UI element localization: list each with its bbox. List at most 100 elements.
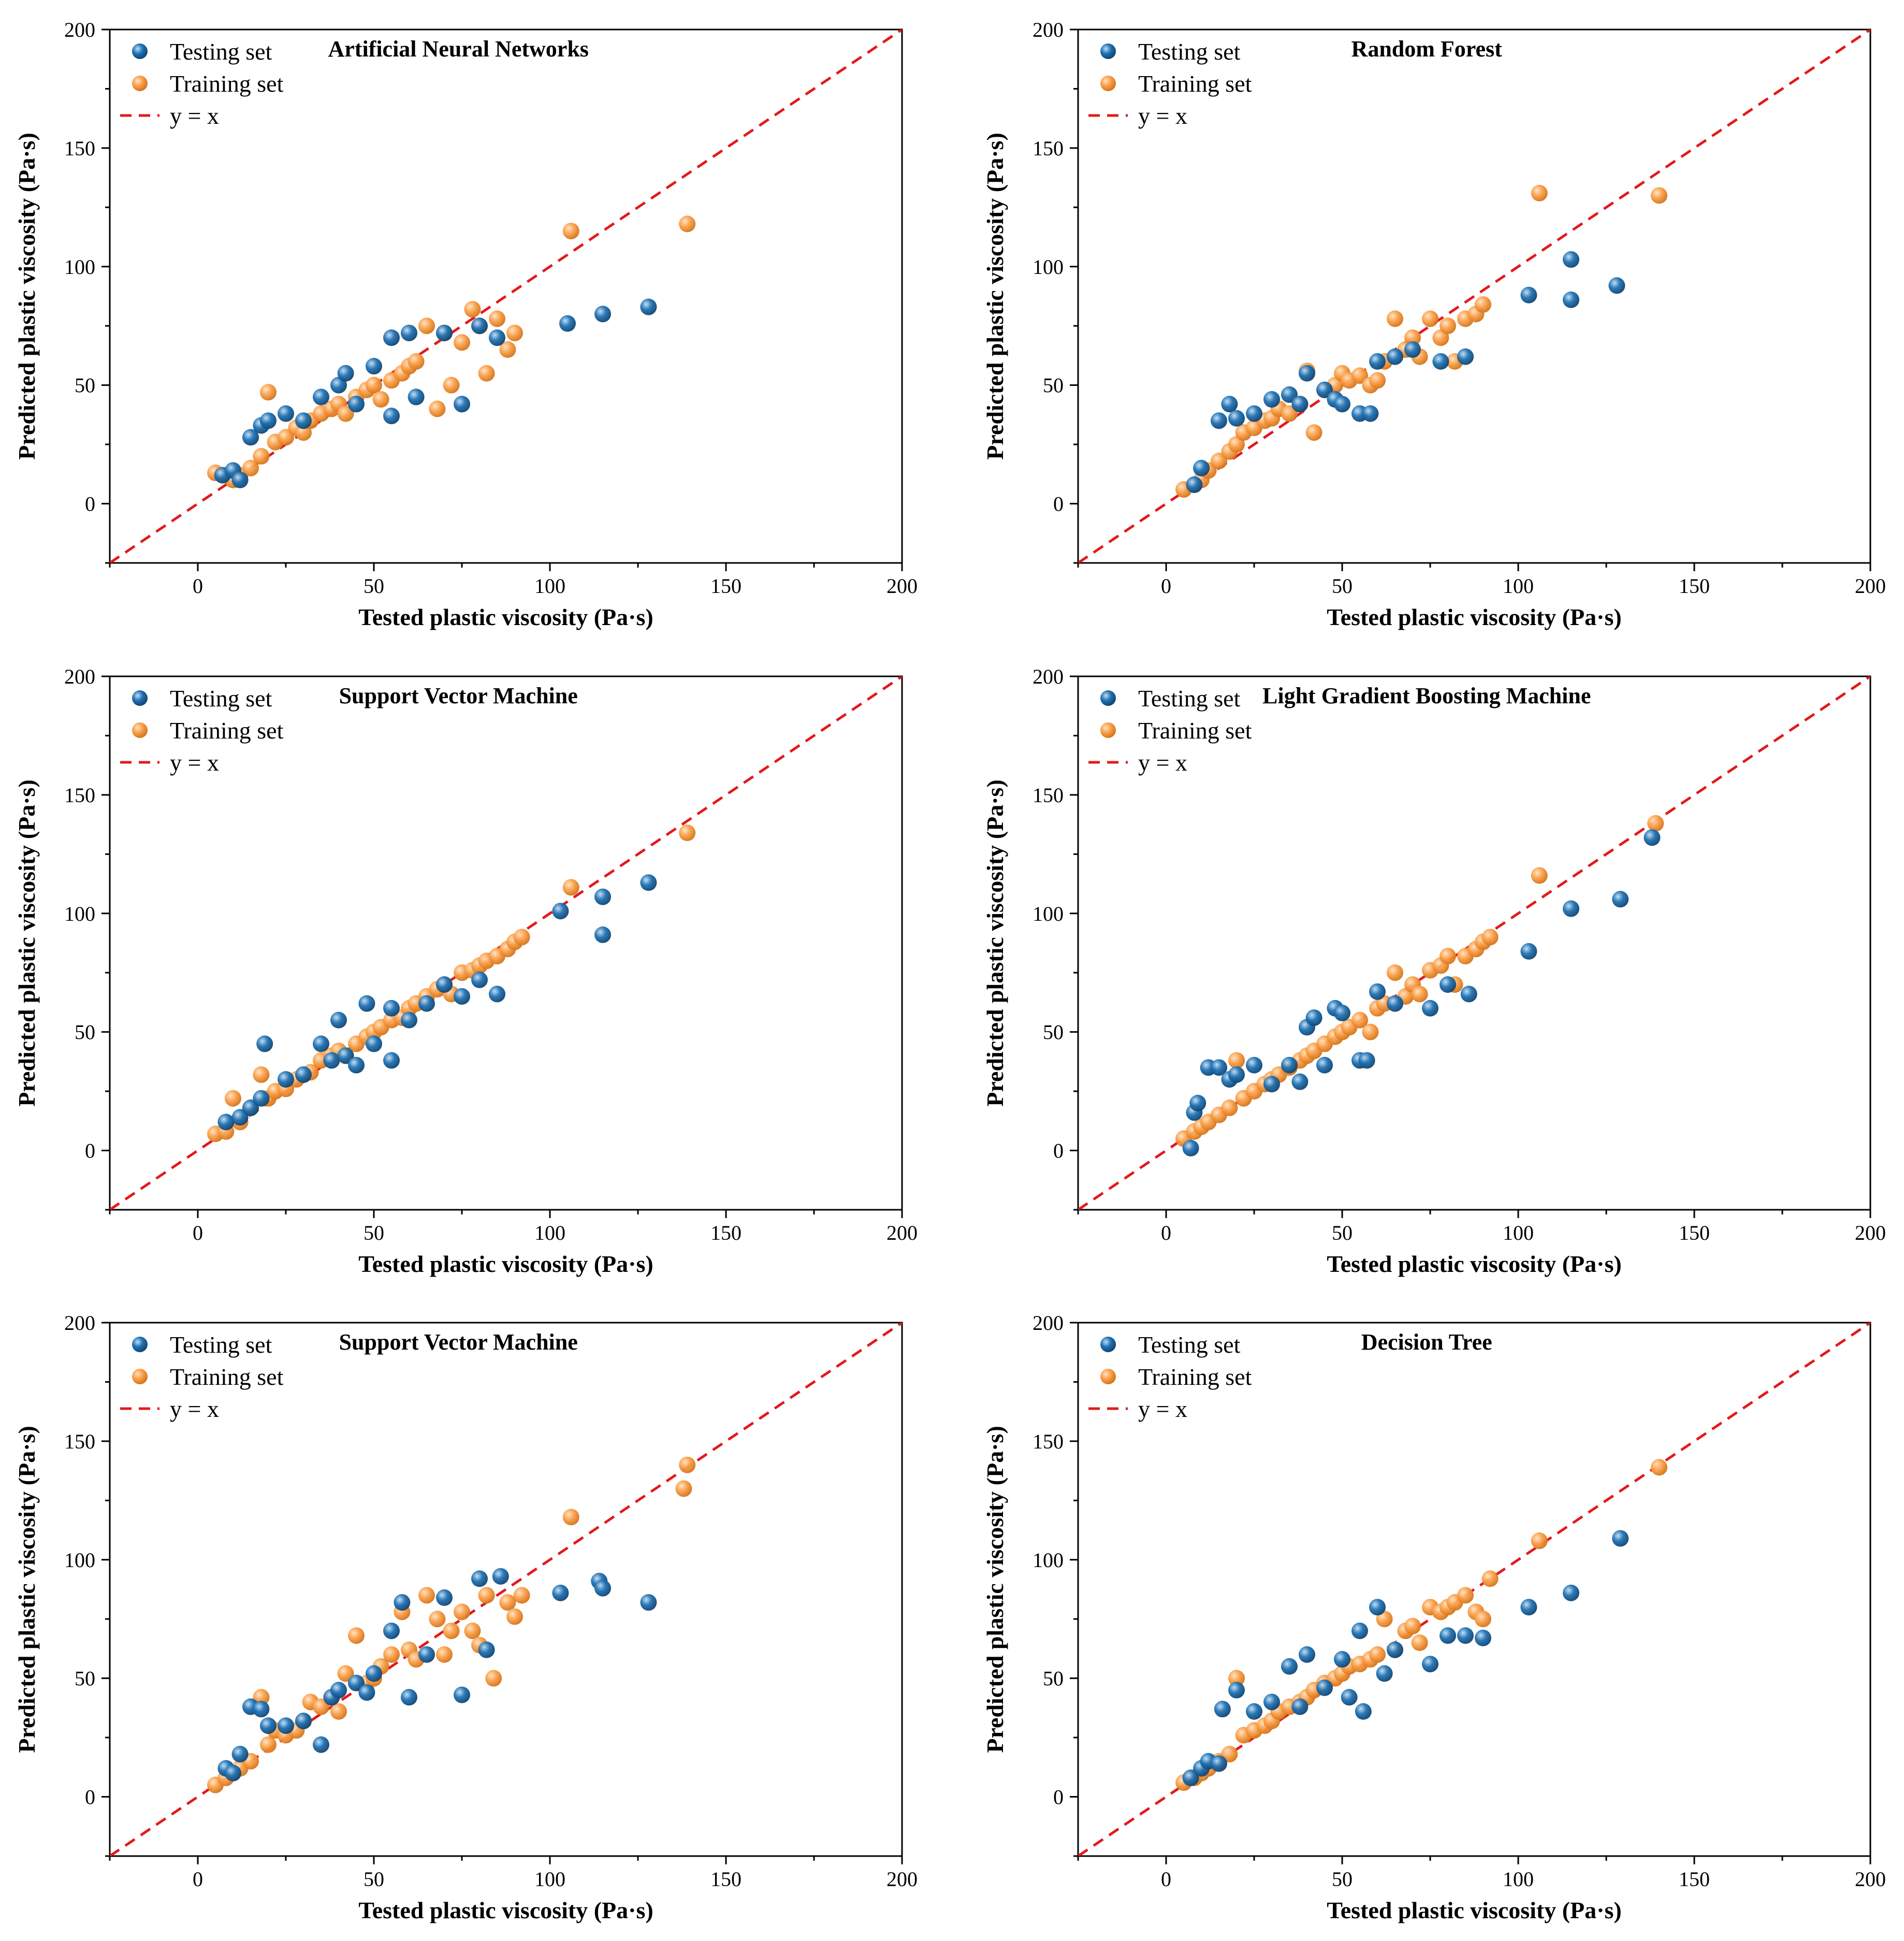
testing-point: [337, 365, 354, 382]
testing-point: [1612, 1530, 1629, 1547]
testing-point: [1291, 396, 1309, 413]
legend-training-label: Training set: [1138, 70, 1252, 97]
testing-point: [1351, 1623, 1368, 1640]
testing-point: [418, 995, 435, 1012]
training-point: [260, 384, 277, 401]
x-tick-label: 100: [534, 1867, 565, 1891]
y-tick-label: 100: [64, 255, 95, 279]
legend-testing-marker: [132, 1337, 148, 1352]
x-tick-label: 150: [710, 574, 742, 598]
plot-frame: [109, 28, 903, 564]
training-point: [679, 824, 696, 842]
training-point: [1475, 296, 1491, 313]
panel-title: Artificial Neural Networks: [328, 36, 588, 62]
testing-point: [330, 1011, 347, 1029]
testing-point: [383, 408, 400, 425]
x-tick-label: 200: [886, 1867, 918, 1891]
training-point: [1411, 986, 1428, 1003]
testing-point: [1422, 1656, 1438, 1673]
legend-testing-marker: [1100, 44, 1116, 59]
x-axis-label: Tested plastic viscosity (Pa·s): [1327, 604, 1621, 630]
training-point: [1211, 453, 1227, 470]
legend-line-label: y = x: [170, 1396, 219, 1422]
testing-point: [1228, 1066, 1245, 1083]
testing-point: [1291, 1073, 1309, 1090]
testing-point: [1475, 1629, 1491, 1646]
legend-testing-marker: [132, 44, 148, 59]
y-tick-label: 150: [1033, 784, 1064, 807]
testing-point: [348, 1674, 365, 1691]
testing-point: [1422, 1000, 1438, 1017]
y-tick-label: 150: [1033, 1430, 1064, 1453]
training-point: [253, 1066, 270, 1083]
testing-point: [330, 1682, 347, 1699]
legend-line-label: y = x: [1138, 749, 1187, 776]
testing-point: [348, 396, 365, 413]
testing-point: [552, 1584, 569, 1601]
testing-point: [1355, 1703, 1372, 1720]
legend-testing-marker: [1100, 690, 1116, 706]
testing-point: [1193, 459, 1210, 476]
plot-area: [110, 1323, 902, 1856]
testing-point: [242, 429, 259, 446]
testing-point: [1281, 386, 1298, 403]
testing-point: [366, 1035, 382, 1052]
legend: Testing set Training set y = x: [120, 685, 284, 776]
plot-area: [110, 676, 902, 1210]
training-point: [1369, 372, 1386, 389]
testing-point: [559, 315, 576, 332]
x-axis-label: Tested plastic viscosity (Pa·s): [1327, 1897, 1621, 1923]
testing-point: [1182, 1769, 1199, 1786]
x-tick-label: 150: [1679, 1867, 1710, 1891]
panel-3: 0 50 100 150 200 0 50 100 150 200 Tested plastic v…: [13, 665, 918, 1277]
testing-point: [1246, 1056, 1262, 1074]
legend-line-label: y = x: [1138, 1396, 1187, 1422]
training-point: [562, 1509, 579, 1526]
testing-point: [454, 988, 470, 1005]
legend: Testing set Training set y = x: [120, 1331, 284, 1422]
y-tick-label: 50: [75, 1667, 95, 1690]
testing-point: [313, 1736, 329, 1753]
x-tick-label: 50: [1332, 574, 1353, 598]
testing-point: [1457, 1627, 1474, 1644]
plot-area: [110, 30, 902, 563]
testing-point: [1305, 1009, 1322, 1026]
testing-point: [1281, 1658, 1298, 1675]
training-point: [253, 448, 270, 465]
testing-point: [1246, 1703, 1262, 1720]
training-point: [337, 405, 354, 422]
training-point: [506, 324, 523, 341]
testing-point: [492, 1568, 509, 1585]
testing-point: [278, 405, 294, 422]
testing-point: [1404, 341, 1421, 358]
training-point: [1481, 1570, 1499, 1587]
testing-point: [383, 329, 400, 346]
testing-point: [1358, 1052, 1375, 1069]
training-point: [372, 391, 389, 408]
training-point: [1411, 1634, 1428, 1651]
testing-point: [383, 1052, 400, 1069]
legend-testing-label: Testing set: [1138, 1331, 1241, 1358]
testing-point: [594, 926, 611, 943]
training-point: [513, 1587, 530, 1604]
training-point: [478, 365, 495, 382]
testing-point: [394, 1594, 411, 1611]
training-point: [1531, 867, 1548, 884]
legend-training-marker: [1100, 1369, 1116, 1384]
x-tick-label: 0: [193, 1867, 203, 1891]
training-point: [485, 1670, 502, 1687]
plot-frame: [109, 1322, 903, 1857]
training-point: [436, 1646, 453, 1663]
testing-point: [1644, 829, 1661, 846]
testing-point: [1387, 995, 1403, 1012]
testing-point: [1612, 891, 1629, 908]
testing-point: [408, 388, 425, 405]
legend-training-marker: [132, 76, 148, 91]
training-point: [1404, 1617, 1421, 1634]
y-tick-label: 200: [1033, 18, 1064, 41]
plot-area: [1078, 30, 1870, 563]
y-axis-label: Predicted plastic viscosity (Pa·s): [982, 779, 1008, 1107]
testing-point: [1211, 1059, 1227, 1076]
legend-line-label: y = x: [1138, 103, 1187, 129]
testing-point: [594, 1580, 611, 1597]
